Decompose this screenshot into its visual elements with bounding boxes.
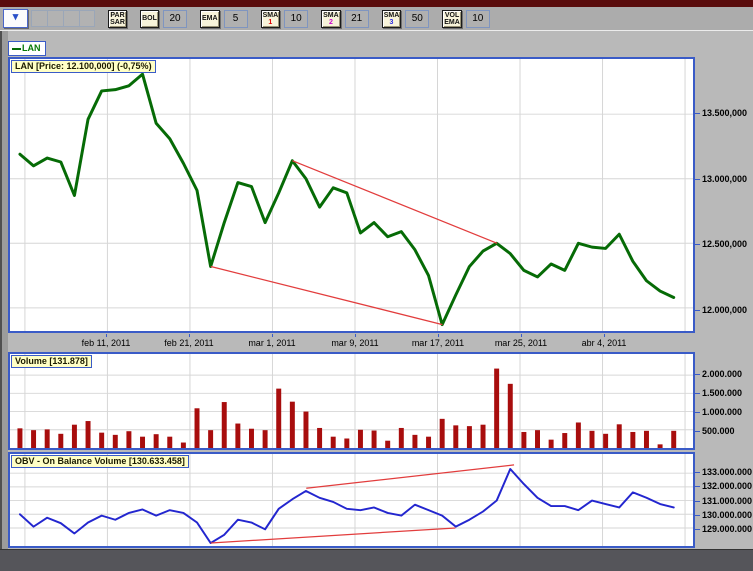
y-axis-label: 500.000 <box>702 426 735 436</box>
obv-label-badge: OBV - On Balance Volume [130.633.458] <box>11 455 189 468</box>
x-axis-tickmark <box>106 334 107 337</box>
indicator-period-value[interactable]: 5 <box>223 9 248 28</box>
series-legend-label: LAN <box>22 43 41 53</box>
date-axis: feb 11, 2011 feb 21, 2011 mar 1, 2011 mar 9… <box>8 334 695 351</box>
x-axis-label: mar 9, 2011 <box>331 338 379 348</box>
indicator-button-bol[interactable]: BOL <box>140 9 159 28</box>
y-axis-tickmark <box>695 431 700 432</box>
window-title-strip <box>0 0 753 7</box>
x-axis-label: abr 4, 2011 <box>581 338 627 348</box>
indicator-period-value[interactable]: 10 <box>284 9 309 28</box>
y-axis-tickmark <box>695 486 700 488</box>
indicator-group: SMA 2 21 <box>321 9 369 28</box>
indicator-period-value[interactable]: 50 <box>405 9 430 28</box>
y-axis-label: 1.000.000 <box>702 407 743 417</box>
x-axis-tickmark <box>604 334 605 337</box>
volume-chart-canvas <box>10 354 693 448</box>
x-axis-label: mar 25, 2011 <box>494 338 548 348</box>
y-axis-tickmark <box>695 529 700 531</box>
obv-chart-panel[interactable]: OBV - On Balance Volume [130.633.458] <box>8 452 695 548</box>
chart-menu-dropdown-button[interactable]: ▾ <box>3 9 28 28</box>
volume-label-badge: Volume [131.878] <box>11 355 92 368</box>
x-axis-tickmark <box>272 334 273 337</box>
y-axis-label: 133.000.000 <box>702 467 753 477</box>
toolbar-empty-slots <box>31 10 95 27</box>
y-axis-label: 132.000.000 <box>702 481 753 492</box>
y-axis-label: 13.000,000 <box>702 173 748 184</box>
x-axis-label: mar 1, 2011 <box>248 338 296 348</box>
y-axis-label: 130.000.000 <box>702 509 753 520</box>
indicator-button-parsar[interactable]: PAR SAR <box>108 9 127 28</box>
toolbar-empty-slot <box>63 10 79 27</box>
price-chart-canvas <box>10 59 693 331</box>
y-axis-label: 12.500,000 <box>702 239 748 249</box>
indicator-button-sma2[interactable]: SMA 2 <box>321 9 341 28</box>
toolbar-empty-slot <box>47 10 63 27</box>
indicator-group: VOL EMA 10 <box>442 9 490 28</box>
y-axis-label: 2.000.000 <box>702 369 743 379</box>
indicator-toolbar: ▾ PAR SAR BOL 20 EMA 5 SMA 1 10 SMA 2 21 SMA 3 50 VOL EM… <box>0 7 753 31</box>
indicator-group: PAR SAR <box>108 9 127 28</box>
y-axis-tickmark <box>695 514 700 516</box>
y-axis-tickmark <box>695 393 700 394</box>
series-legend: LAN <box>8 41 46 56</box>
indicator-group: SMA 3 50 <box>381 9 430 28</box>
y-axis-tickmark <box>695 178 700 180</box>
toolbar-empty-slot <box>79 10 95 27</box>
y-axis-tickmark <box>695 472 700 473</box>
indicator-button-sma1[interactable]: SMA 1 <box>260 9 281 28</box>
indicator-period-value[interactable]: 21 <box>344 9 369 28</box>
y-axis-label: 1.500.000 <box>702 388 743 398</box>
indicator-buttons: PAR SAR BOL 20 EMA 5 SMA 1 10 SMA 2 21 SMA 3 50 VOL EMA 1… <box>95 9 490 28</box>
x-axis-tickmark <box>189 334 190 337</box>
series-color-dash-icon <box>12 47 21 50</box>
window-left-edge <box>0 31 8 549</box>
x-axis-tickmark <box>521 334 522 337</box>
y-axis-label: 131.000.000 <box>702 495 753 506</box>
toolbar-empty-slot <box>31 10 47 27</box>
y-axis-label: 129.000.000 <box>702 524 753 535</box>
indicator-button-ema[interactable]: EMA <box>200 9 220 28</box>
volume-chart-panel[interactable]: Volume [131.878] <box>8 352 695 450</box>
indicator-group: SMA 1 10 <box>260 9 309 28</box>
indicator-button-sma3[interactable]: SMA 3 <box>381 9 402 28</box>
window-bottom-strip <box>0 549 753 571</box>
y-axis-tickmark <box>695 309 700 311</box>
x-axis-tickmark <box>355 334 356 337</box>
y-axis-label: 13.500,000 <box>702 108 748 118</box>
price-label-badge: LAN [Price: 12.100,000] (-0,75%) <box>11 60 156 73</box>
obv-chart-canvas <box>10 454 693 546</box>
price-chart-panel[interactable]: LAN [Price: 12.100,000] (-0,75%) <box>8 57 695 333</box>
y-axis-tickmark <box>695 500 700 502</box>
indicator-group: BOL 20 <box>140 9 187 28</box>
y-axis-tickmark <box>695 113 700 114</box>
right-axis: 13.500,000 13.000,000 12.500,000 12.000,000… <box>695 0 753 549</box>
indicator-button-volema[interactable]: VOL EMA <box>442 9 462 28</box>
x-axis-tickmark <box>438 334 439 337</box>
x-axis-label: feb 11, 2011 <box>81 338 131 348</box>
x-axis-label: mar 17, 2011 <box>411 338 465 348</box>
indicator-period-value[interactable]: 10 <box>465 9 490 28</box>
y-axis-tickmark <box>695 244 700 245</box>
indicator-period-value[interactable]: 20 <box>163 9 187 28</box>
y-axis-tickmark <box>695 374 700 375</box>
x-axis-label: feb 21, 2011 <box>164 338 214 348</box>
y-axis-label: 12.000,000 <box>702 304 748 315</box>
indicator-group: EMA 5 <box>200 9 248 28</box>
y-axis-tickmark <box>695 412 700 413</box>
